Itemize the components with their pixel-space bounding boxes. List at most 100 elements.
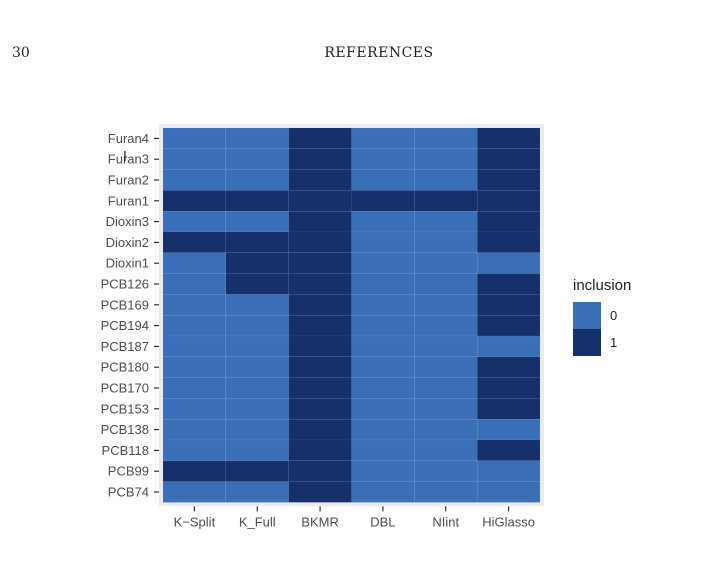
- heatmap-cell: [414, 294, 478, 316]
- heatmap-cell: [351, 127, 415, 150]
- x-axis: K−Split K_Full BKMR DBL NIint HiGlasso: [174, 506, 535, 529]
- heatmap-cell: [414, 439, 478, 462]
- heatmap-cell: [351, 252, 415, 274]
- heatmap-cell: [351, 377, 415, 399]
- heatmap-cell: [225, 169, 289, 191]
- heatmap-cell: [225, 314, 289, 337]
- y-tick-label: Furan1: [108, 193, 149, 208]
- heatmap-cell: [288, 314, 352, 337]
- heatmap-cell: [288, 231, 352, 254]
- heatmap-cell: [288, 273, 352, 295]
- y-tick-label: Dioxin3: [106, 214, 149, 229]
- running-head: REFERENCES: [324, 45, 434, 61]
- heatmap-cell: [225, 335, 289, 358]
- heatmap-cell: [351, 314, 415, 337]
- heatmap-cell: [351, 439, 415, 462]
- heatmap-cell: [162, 273, 227, 295]
- x-tick-label: K−Split: [174, 514, 216, 529]
- x-tick-label: NIint: [432, 514, 459, 529]
- heatmap-cell: [351, 294, 415, 316]
- legend-title: inclusion: [573, 277, 631, 294]
- y-tick-label: PCB99: [108, 464, 149, 479]
- heatmap-cell: [162, 190, 227, 212]
- x-tick-label: BKMR: [301, 514, 339, 529]
- heatmap-cell: [351, 148, 415, 170]
- legend-swatch: [573, 302, 601, 329]
- legend-swatch: [573, 329, 601, 356]
- heatmap-cell: [288, 481, 352, 503]
- y-tick-label: PCB126: [101, 277, 149, 292]
- heatmap-cell: [476, 252, 541, 274]
- heatmap-cell: [288, 335, 352, 358]
- heatmap-cell: [288, 294, 352, 316]
- heatmap-cell: [351, 460, 415, 482]
- heatmap-cell: [288, 210, 352, 233]
- heatmap-cell: [162, 335, 227, 358]
- heatmap-cell: [288, 169, 352, 191]
- heatmap-cell: [162, 314, 227, 337]
- heatmap-cell: [351, 398, 415, 420]
- legend-label: 0: [610, 308, 617, 323]
- heatmap-cell: [225, 127, 289, 150]
- heatmap-cell: [476, 356, 541, 378]
- heatmap-cell: [476, 460, 541, 482]
- y-tick-label: PCB118: [102, 443, 149, 458]
- heatmap-cell: [288, 127, 352, 150]
- heatmap-cell: [414, 356, 478, 378]
- y-tick-label: PCB153: [101, 401, 149, 416]
- heatmap-cell: [351, 418, 415, 441]
- y-tick-label: Dioxin1: [106, 256, 149, 271]
- heatmap-cell: [162, 231, 227, 254]
- heatmap-cell: [225, 398, 289, 420]
- text-cursor-icon: I: [123, 150, 127, 165]
- heatmap-cell: [476, 377, 541, 399]
- heatmap-cell: [414, 377, 478, 399]
- heatmap-cell: [225, 377, 289, 399]
- heatmap-cell: [476, 418, 541, 441]
- heatmap-cell: [351, 210, 415, 233]
- heatmap-cell: [162, 148, 227, 170]
- heatmap-cell: [225, 273, 289, 295]
- heatmap-cell: [476, 314, 541, 337]
- heatmap-cell: [476, 210, 541, 233]
- heatmap-cell: [476, 273, 541, 295]
- y-tick-label: PCB74: [108, 485, 149, 500]
- y-tick-label: PCB180: [101, 360, 149, 375]
- y-tick-label: Furan4: [108, 131, 149, 146]
- y-tick-label: PCB169: [101, 297, 149, 312]
- heatmap-cell: [414, 169, 478, 191]
- heatmap-cell: [288, 190, 352, 212]
- legend-label: 1: [610, 335, 617, 350]
- y-tick-label: PCB194: [101, 318, 149, 333]
- heatmap-cell: [162, 356, 227, 378]
- heatmap-cell: [351, 335, 415, 358]
- heatmap-cell: [225, 460, 289, 482]
- heatmap-cell: [414, 210, 478, 233]
- heatmap-cell: [162, 418, 227, 441]
- y-tick-label: PCB187: [101, 339, 149, 354]
- heatmap-cell: [288, 148, 352, 170]
- heatmap-cell: [288, 252, 352, 274]
- heatmap-cell: [476, 169, 541, 191]
- heatmap-cell: [162, 398, 227, 420]
- heatmap-cell: [414, 190, 478, 212]
- heatmap-cell: [414, 398, 478, 420]
- heatmap-cell: [288, 377, 352, 399]
- heatmap-cell: [162, 127, 227, 150]
- legend: inclusion 0 1: [573, 277, 631, 356]
- heatmap-cell: [162, 460, 227, 482]
- heatmap-cell: [288, 439, 352, 462]
- heatmap-cell: [414, 314, 478, 337]
- heatmap-cell: [162, 294, 227, 316]
- x-tick-label: DBL: [370, 514, 395, 529]
- heatmap-cell: [476, 127, 541, 150]
- heatmap-cell: [476, 335, 541, 358]
- heatmap-cell: [414, 252, 478, 274]
- heatmap-cell: [225, 418, 289, 441]
- y-tick-label: PCB170: [101, 381, 149, 396]
- heatmap-cell: [476, 148, 541, 170]
- heatmap-cell: [162, 210, 227, 233]
- y-tick-label: Furan3: [108, 152, 149, 167]
- heatmap-cell: [288, 356, 352, 378]
